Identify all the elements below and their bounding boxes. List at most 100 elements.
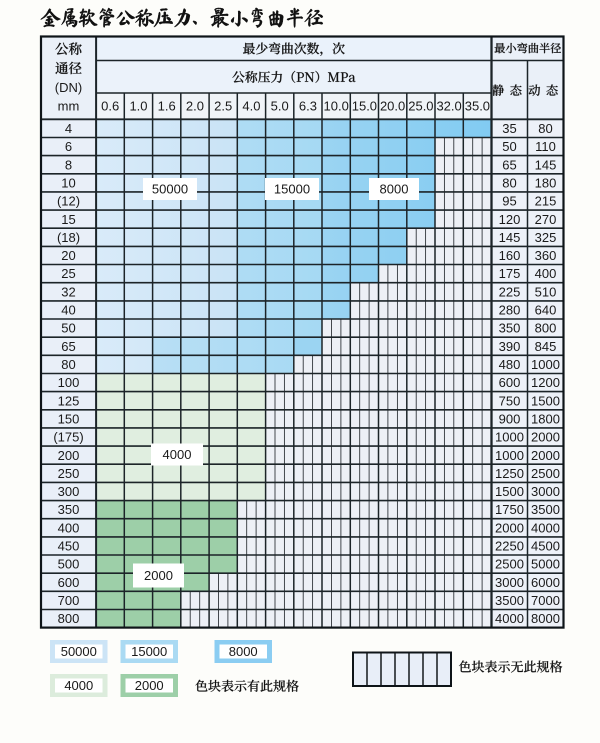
- svg-text:225: 225: [499, 284, 521, 299]
- svg-text:800: 800: [535, 321, 557, 336]
- svg-text:8000: 8000: [531, 611, 560, 626]
- svg-text:2250: 2250: [495, 539, 524, 554]
- svg-text:65: 65: [61, 339, 75, 354]
- svg-text:8000: 8000: [380, 182, 409, 197]
- svg-text:35: 35: [502, 121, 516, 136]
- svg-text:400: 400: [535, 266, 557, 281]
- svg-text:(12): (12): [57, 194, 80, 209]
- svg-text:900: 900: [499, 412, 521, 427]
- svg-text:360: 360: [535, 248, 557, 263]
- svg-text:110: 110: [535, 139, 556, 154]
- svg-text:50000: 50000: [61, 644, 97, 659]
- svg-text:510: 510: [535, 284, 557, 299]
- svg-text:25: 25: [61, 266, 75, 281]
- svg-text:4000: 4000: [531, 520, 560, 535]
- svg-text:40: 40: [61, 303, 75, 318]
- svg-text:150: 150: [58, 412, 80, 427]
- svg-text:500: 500: [58, 557, 80, 572]
- svg-text:2000: 2000: [495, 520, 524, 535]
- svg-text:125: 125: [58, 393, 80, 408]
- svg-text:270: 270: [535, 212, 557, 227]
- svg-text:6: 6: [65, 139, 72, 154]
- svg-text:300: 300: [58, 484, 80, 499]
- svg-text:20: 20: [61, 248, 75, 263]
- svg-text:2000: 2000: [144, 568, 173, 583]
- svg-text:1.6: 1.6: [158, 99, 176, 114]
- svg-text:175: 175: [499, 266, 521, 281]
- svg-text:3000: 3000: [531, 484, 560, 499]
- svg-text:50000: 50000: [152, 182, 188, 197]
- svg-text:3000: 3000: [495, 575, 524, 590]
- svg-text:390: 390: [499, 339, 521, 354]
- svg-text:1800: 1800: [531, 412, 560, 427]
- svg-text:640: 640: [535, 303, 557, 318]
- svg-text:8000: 8000: [229, 644, 258, 659]
- svg-text:450: 450: [58, 539, 80, 554]
- svg-text:4000: 4000: [163, 447, 192, 462]
- svg-text:20.0: 20.0: [380, 99, 405, 114]
- svg-text:10: 10: [61, 175, 75, 190]
- svg-text:845: 845: [535, 339, 557, 354]
- svg-text:145: 145: [499, 230, 521, 245]
- svg-text:32: 32: [61, 284, 75, 299]
- svg-text:600: 600: [58, 575, 80, 590]
- svg-text:700: 700: [58, 593, 80, 608]
- svg-text:80: 80: [61, 357, 75, 372]
- svg-text:3500: 3500: [495, 593, 524, 608]
- svg-text:400: 400: [58, 520, 80, 535]
- svg-text:6000: 6000: [531, 575, 560, 590]
- svg-text:6.3: 6.3: [299, 99, 317, 114]
- svg-text:25.0: 25.0: [408, 99, 433, 114]
- svg-text:1250: 1250: [495, 466, 524, 481]
- svg-text:80: 80: [538, 121, 552, 136]
- svg-text:1750: 1750: [495, 502, 524, 517]
- svg-text:2000: 2000: [531, 430, 560, 445]
- svg-text:5.0: 5.0: [271, 99, 289, 114]
- svg-text:1000: 1000: [495, 448, 524, 463]
- svg-text:2.0: 2.0: [186, 99, 204, 114]
- svg-text:(175): (175): [53, 430, 83, 445]
- svg-text:15.0: 15.0: [352, 99, 377, 114]
- svg-text:600: 600: [499, 375, 521, 390]
- svg-text:1000: 1000: [495, 430, 524, 445]
- svg-text:5000: 5000: [531, 557, 560, 572]
- svg-text:10.0: 10.0: [324, 99, 349, 114]
- svg-text:4.0: 4.0: [242, 99, 260, 114]
- svg-text:2500: 2500: [531, 466, 560, 481]
- svg-text:95: 95: [502, 194, 516, 209]
- svg-text:200: 200: [58, 448, 80, 463]
- svg-text:1500: 1500: [531, 393, 560, 408]
- svg-text:120: 120: [499, 212, 521, 227]
- svg-text:1200: 1200: [531, 375, 560, 390]
- svg-text:145: 145: [535, 157, 557, 172]
- svg-text:65: 65: [502, 157, 516, 172]
- svg-text:(18): (18): [57, 230, 80, 245]
- svg-text:350: 350: [499, 321, 521, 336]
- svg-text:4: 4: [65, 121, 72, 136]
- svg-text:15000: 15000: [131, 644, 167, 659]
- svg-text:3500: 3500: [531, 502, 560, 517]
- svg-text:2500: 2500: [495, 557, 524, 572]
- svg-text:7000: 7000: [531, 593, 560, 608]
- svg-text:(DN): (DN): [55, 80, 82, 95]
- svg-text:250: 250: [58, 466, 80, 481]
- svg-text:2.5: 2.5: [214, 99, 232, 114]
- svg-text:325: 325: [535, 230, 557, 245]
- svg-text:750: 750: [499, 393, 521, 408]
- svg-text:mm: mm: [58, 99, 80, 114]
- svg-text:4500: 4500: [531, 539, 560, 554]
- svg-text:1500: 1500: [495, 484, 524, 499]
- svg-text:215: 215: [535, 194, 557, 209]
- svg-text:480: 480: [499, 357, 521, 372]
- svg-text:4000: 4000: [495, 611, 524, 626]
- svg-text:100: 100: [58, 375, 80, 390]
- svg-text:50: 50: [61, 321, 75, 336]
- svg-text:1000: 1000: [531, 357, 560, 372]
- svg-text:2000: 2000: [531, 448, 560, 463]
- svg-text:35.0: 35.0: [465, 99, 490, 114]
- svg-text:2000: 2000: [135, 678, 164, 693]
- svg-text:350: 350: [58, 502, 80, 517]
- svg-text:4000: 4000: [64, 678, 93, 693]
- svg-text:80: 80: [502, 175, 516, 190]
- svg-text:0.6: 0.6: [101, 99, 119, 114]
